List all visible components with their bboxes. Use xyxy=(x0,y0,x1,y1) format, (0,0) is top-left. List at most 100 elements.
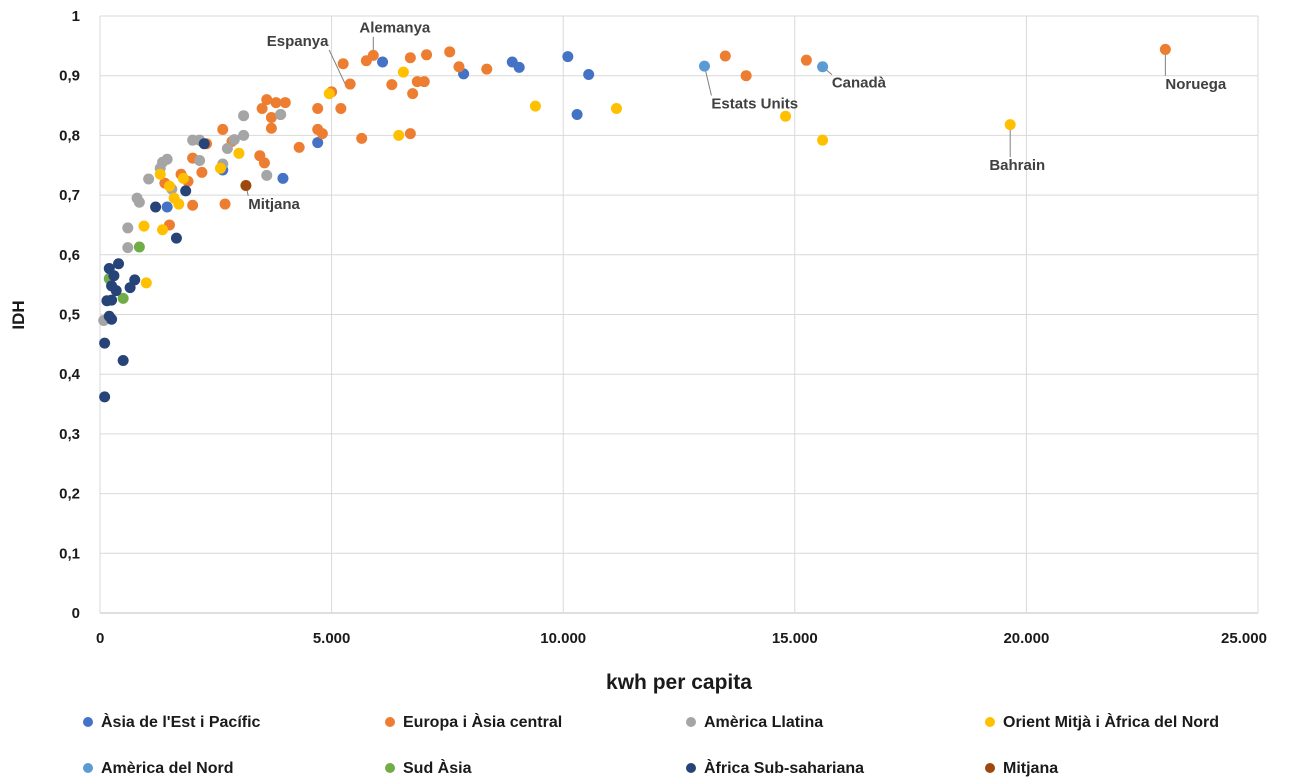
annotation-label: Noruega xyxy=(1165,76,1227,93)
y-tick-label: 0,1 xyxy=(59,545,80,562)
data-point xyxy=(177,172,189,184)
data-point xyxy=(140,277,152,289)
legend-label: Amèrica Llatina xyxy=(704,714,823,731)
y-tick-label: 0,5 xyxy=(59,307,80,324)
annotation-label: Estats Units xyxy=(711,96,798,113)
data-point xyxy=(117,292,129,304)
annotation-label: Mitjana xyxy=(248,196,300,213)
data-point xyxy=(312,103,324,115)
data-point xyxy=(133,241,145,253)
data-point xyxy=(344,78,356,90)
data-point xyxy=(194,154,206,166)
data-point xyxy=(238,129,250,141)
data-point xyxy=(421,49,433,61)
data-point xyxy=(113,258,125,270)
legend-item: Àsia de l'Est i Pacífic xyxy=(83,712,261,731)
x-tick-label: 5.000 xyxy=(313,630,351,647)
data-point xyxy=(571,109,583,121)
data-point xyxy=(261,169,273,181)
data-point xyxy=(106,313,118,325)
data-point xyxy=(817,61,829,73)
data-point xyxy=(356,132,368,144)
data-point xyxy=(173,198,185,210)
x-axis-ticks: 0 5.000 10.000 15.000 20.000 25.000 xyxy=(96,630,1267,647)
data-point xyxy=(261,94,273,106)
data-point xyxy=(99,337,111,349)
y-tick-label: 0,6 xyxy=(59,247,80,264)
data-point xyxy=(418,76,430,88)
y-tick-label: 0,9 xyxy=(59,68,80,85)
data-point xyxy=(323,88,335,100)
x-tick-label: 0 xyxy=(96,630,104,647)
data-point xyxy=(800,54,812,66)
data-point xyxy=(780,110,792,122)
data-point xyxy=(312,137,324,149)
data-point xyxy=(719,50,731,62)
data-point xyxy=(265,122,277,134)
data-point xyxy=(817,134,829,146)
y-tick-label: 0,4 xyxy=(59,366,81,383)
x-tick-label: 10.000 xyxy=(540,630,586,647)
data-point xyxy=(117,354,129,366)
data-point xyxy=(316,128,328,140)
legend-marker xyxy=(385,717,395,727)
legend-marker xyxy=(985,717,995,727)
legend-item: Mitjana xyxy=(985,760,1058,777)
data-point xyxy=(138,220,150,232)
annotation-leader xyxy=(328,49,346,85)
legend-marker xyxy=(985,763,995,773)
data-point xyxy=(279,97,291,109)
legend-item: Europa i Àsia central xyxy=(385,712,562,731)
data-point xyxy=(393,129,405,141)
legend-label: Mitjana xyxy=(1003,760,1058,777)
legend-marker xyxy=(686,717,696,727)
data-point xyxy=(377,56,389,68)
data-point xyxy=(453,61,465,73)
data-point xyxy=(108,270,120,282)
data-point xyxy=(386,79,398,91)
data-point xyxy=(1004,119,1016,131)
data-point xyxy=(154,168,166,180)
data-point xyxy=(122,242,134,254)
y-axis-title: IDH xyxy=(9,300,28,329)
data-point xyxy=(1159,43,1171,55)
x-tick-label: 20.000 xyxy=(1003,630,1049,647)
data-point xyxy=(444,46,456,58)
data-point xyxy=(240,180,252,192)
data-point xyxy=(133,196,145,208)
legend-label: Orient Mitjà i Àfrica del Nord xyxy=(1003,712,1219,731)
data-point xyxy=(335,103,347,115)
legend-label: Àsia de l'Est i Pacífic xyxy=(101,712,261,731)
data-point xyxy=(481,63,493,75)
data-point xyxy=(360,55,372,67)
data-point xyxy=(397,66,409,78)
legend-label: Amèrica del Nord xyxy=(101,760,233,777)
data-point xyxy=(163,180,175,192)
data-point xyxy=(698,60,710,72)
data-point xyxy=(610,103,622,115)
data-point xyxy=(150,201,162,213)
x-tick-label: 25.000 xyxy=(1221,630,1267,647)
legend-label: Àfrica Sub-sahariana xyxy=(704,758,864,777)
legend-marker xyxy=(686,763,696,773)
y-tick-label: 0,3 xyxy=(59,426,80,443)
data-point xyxy=(238,110,250,122)
data-point xyxy=(110,285,122,297)
data-point xyxy=(161,201,173,213)
legend-label: Sud Àsia xyxy=(403,758,472,777)
legend-marker xyxy=(83,717,93,727)
data-point xyxy=(337,58,349,70)
data-point xyxy=(228,134,240,146)
x-tick-label: 15.000 xyxy=(772,630,818,647)
legend: Àsia de l'Est i Pacífic Europa i Àsia cen… xyxy=(83,712,1219,777)
legend-item: Orient Mitjà i Àfrica del Nord xyxy=(985,712,1219,731)
data-point xyxy=(275,109,287,121)
data-point xyxy=(270,97,282,109)
annotation-label: Canadà xyxy=(832,75,887,92)
data-point xyxy=(124,282,136,294)
data-point xyxy=(513,61,525,73)
data-point xyxy=(180,185,192,197)
annotation-label: Bahrain xyxy=(989,157,1045,174)
data-point xyxy=(106,294,118,306)
